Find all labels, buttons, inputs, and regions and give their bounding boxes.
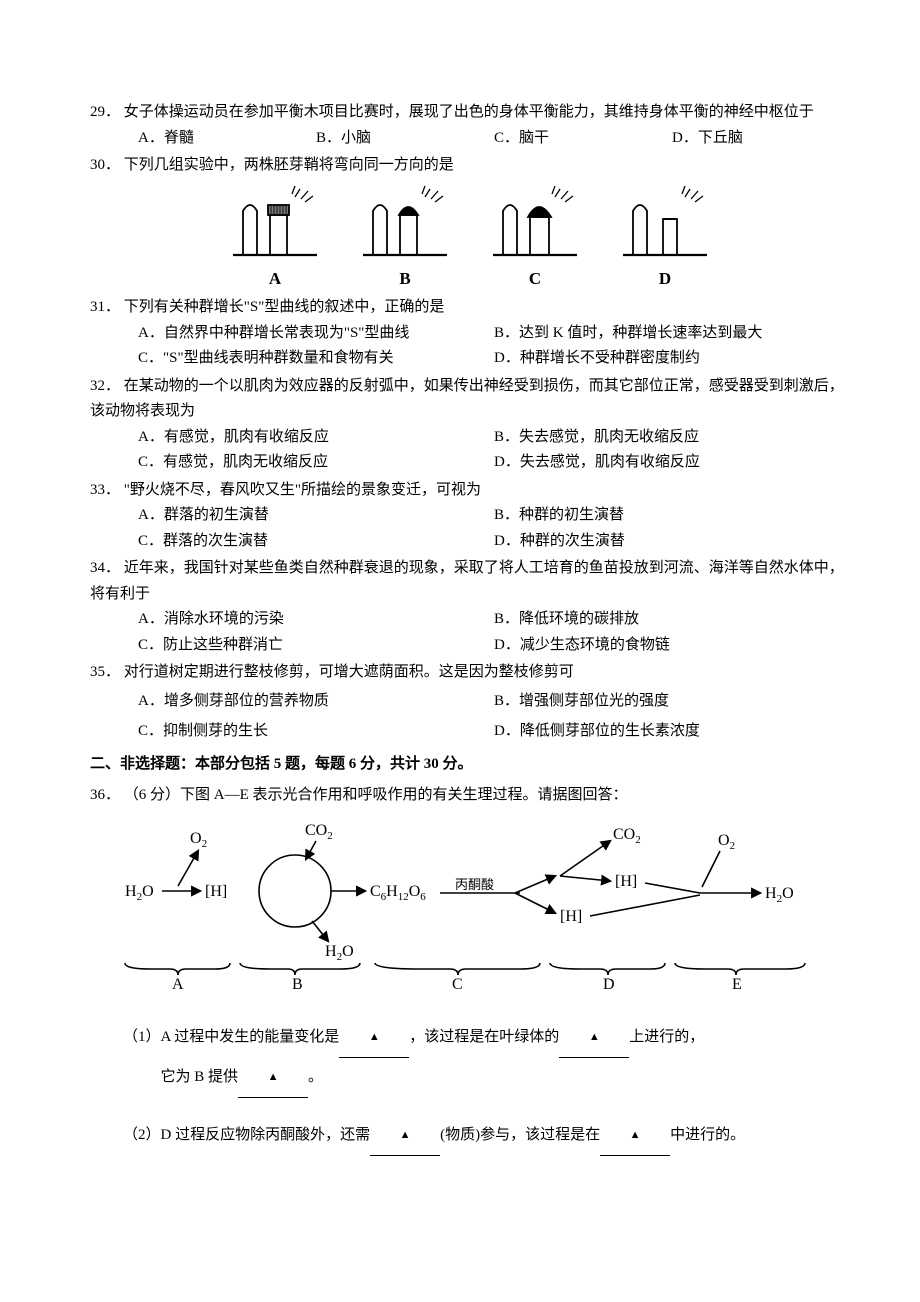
q34-num: 34． [90,560,120,576]
q35-opt-a: A．增多侧芽部位的营养物质 [138,686,494,716]
question-30: 30． 下列几组实验中，两株胚芽鞘将弯向同一方向的是 [90,153,850,293]
q30-label-c: C [485,265,585,294]
q33-opt-b: B．种群的初生演替 [494,503,850,529]
q34-opt-a: A．消除水环境的污染 [138,607,494,633]
q30-fig-d: D [615,183,715,294]
q29-num: 29． [90,104,120,120]
q30-text: 下列几组实验中，两株胚芽鞘将弯向同一方向的是 [124,157,454,173]
q36-sub2-c: 中进行的。 [670,1127,745,1143]
svg-text:H2O: H2O [325,943,354,963]
q32-opt-a: A．有感觉，肌肉有收缩反应 [138,425,494,451]
q29-options: A．脊髓 B．小脑 C．脑干 D．下丘脑 [90,126,850,152]
q36-sub1-a: （1）A 过程中发生的能量变化是 [123,1029,339,1045]
question-29: 29． 女子体操运动员在参加平衡木项目比赛时，展现了出色的身体平衡能力，其维持身… [90,100,850,151]
svg-text:E: E [732,976,742,991]
svg-text:C: C [452,976,463,991]
q32-text: 在某动物的一个以肌肉为效应器的反射弧中，如果传出神经受到损伤，而其它部位正常，感… [90,378,844,420]
q31-opt-d: D．种群增长不受种群密度制约 [494,346,850,372]
blank [559,1018,629,1058]
q34-opt-b: B．降低环境的碳排放 [494,607,850,633]
question-32: 32． 在某动物的一个以肌肉为效应器的反射弧中，如果传出神经受到损伤，而其它部位… [90,374,850,476]
q32-opt-d: D．失去感觉，肌肉有收缩反应 [494,450,850,476]
q33-options: A．群落的初生演替 B．种群的初生演替 C．群落的次生演替 D．种群的次生演替 [90,503,850,554]
q30-fig-c: C [485,183,585,294]
svg-text:[H]: [H] [615,873,637,890]
q36-sub1-e: 。 [308,1069,323,1085]
q32-opt-c: C．有感觉，肌肉无收缩反应 [138,450,494,476]
q36-sub2-b: (物质)参与，该过程是在 [440,1127,600,1143]
q30-num: 30． [90,157,120,173]
q32-num: 32． [90,378,120,394]
q31-text: 下列有关种群增长"S"型曲线的叙述中，正确的是 [124,299,445,315]
q34-opt-d: D．减少生态环境的食物链 [494,633,850,659]
q30-fig-b: B [355,183,455,294]
q33-opt-c: C．群落的次生演替 [138,529,494,555]
q35-opt-c: C．抑制侧芽的生长 [138,716,494,746]
blank [238,1058,308,1098]
blank [339,1018,409,1058]
svg-text:H2O: H2O [765,885,794,905]
svg-text:丙酮酸: 丙酮酸 [455,877,494,892]
q33-opt-a: A．群落的初生演替 [138,503,494,529]
q36-sub1-b: ，该过程是在叶绿体的 [409,1029,559,1045]
question-34: 34． 近年来，我国针对某些鱼类自然种群衰退的现象，采取了将人工培育的鱼苗投放到… [90,556,850,658]
section-2-heading: 二、非选择题：本部分包括 5 题，每题 6 分，共计 30 分。 [90,752,850,778]
q36-sub1: （1）A 过程中发生的能量变化是，该过程是在叶绿体的上进行的， （1）它为 B … [90,1018,850,1098]
q34-options: A．消除水环境的污染 B．降低环境的碳排放 C．防止这些种群消亡 D．减少生态环… [90,607,850,658]
q29-opt-b: B．小脑 [316,126,494,152]
q29-text: 女子体操运动员在参加平衡木项目比赛时，展现了出色的身体平衡能力，其维持身体平衡的… [124,104,814,120]
question-33: 33． "野火烧不尽，春风吹又生"所描绘的景象变迁，可视为 A．群落的初生演替 … [90,478,850,555]
q29-opt-d: D．下丘脑 [672,126,850,152]
q35-text: 对行道树定期进行整枝修剪，可增大遮荫面积。这是因为整枝修剪可 [124,664,574,680]
q32-opt-b: B．失去感觉，肌肉无收缩反应 [494,425,850,451]
q31-opt-c: C．"S"型曲线表明种群数量和食物有关 [138,346,494,372]
q35-opt-d: D．降低侧芽部位的生长素浓度 [494,716,850,746]
svg-text:C6H12O6: C6H12O6 [370,883,426,903]
q30-fig-a: A [225,183,325,294]
q30-label-b: B [355,265,455,294]
svg-text:CO2: CO2 [613,826,641,846]
q36-sub2: （2）D 过程反应物除丙酮酸外，还需 (物质)参与，该过程是在 中进行的。 [90,1116,850,1156]
svg-text:O2: O2 [718,832,735,852]
q30-label-a: A [225,265,325,294]
question-36: 36． （6 分）下图 A—E 表示光合作用和呼吸作用的有关生理过程。请据图回答… [90,783,850,1156]
q31-opt-a: A．自然界中种群增长常表现为"S"型曲线 [138,321,494,347]
svg-text:D: D [603,976,615,991]
q33-text: "野火烧不尽，春风吹又生"所描绘的景象变迁，可视为 [124,482,481,498]
q36-text: （6 分）下图 A—E 表示光合作用和呼吸作用的有关生理过程。请据图回答： [124,787,628,803]
q30-figure-row: A B [90,183,850,294]
q36-diagram: H2O O2 [H] CO2 H2O C6H12O6 丙酮酸 [120,821,850,1001]
svg-text:O2: O2 [190,830,207,850]
blank [600,1116,670,1156]
q34-opt-c: C．防止这些种群消亡 [138,633,494,659]
q31-options: A．自然界中种群增长常表现为"S"型曲线 B．达到 K 值时，种群增长速率达到最… [90,321,850,372]
q36-num: 36． [90,787,120,803]
q34-text: 近年来，我国针对某些鱼类自然种群衰退的现象，采取了将人工培育的鱼苗投放到河流、海… [90,560,844,602]
q30-label-d: D [615,265,715,294]
q35-options: A．增多侧芽部位的营养物质 B．增强侧芽部位光的强度 C．抑制侧芽的生长 D．降… [90,686,850,746]
svg-text:H2O: H2O [125,883,154,903]
svg-text:B: B [292,976,303,991]
svg-text:CO2: CO2 [305,822,333,842]
blank [370,1116,440,1156]
svg-text:[H]: [H] [560,908,582,925]
q29-opt-c: C．脑干 [494,126,672,152]
q29-opt-a: A．脊髓 [138,126,316,152]
q36-sub2-a: （2）D 过程反应物除丙酮酸外，还需 [123,1127,370,1143]
q36-sub1-d: 它为 B 提供 [161,1069,239,1085]
q36-sub1-c: 上进行的， [629,1029,704,1045]
q35-num: 35． [90,664,120,680]
q33-num: 33． [90,482,120,498]
q31-opt-b: B．达到 K 值时，种群增长速率达到最大 [494,321,850,347]
svg-text:A: A [172,976,184,991]
q35-opt-b: B．增强侧芽部位光的强度 [494,686,850,716]
q33-opt-d: D．种群的次生演替 [494,529,850,555]
question-31: 31． 下列有关种群增长"S"型曲线的叙述中，正确的是 A．自然界中种群增长常表… [90,295,850,372]
q31-num: 31． [90,299,120,315]
question-35: 35． 对行道树定期进行整枝修剪，可增大遮荫面积。这是因为整枝修剪可 A．增多侧… [90,660,850,746]
q32-options: A．有感觉，肌肉有收缩反应 B．失去感觉，肌肉无收缩反应 C．有感觉，肌肉无收缩… [90,425,850,476]
svg-text:[H]: [H] [205,883,227,900]
